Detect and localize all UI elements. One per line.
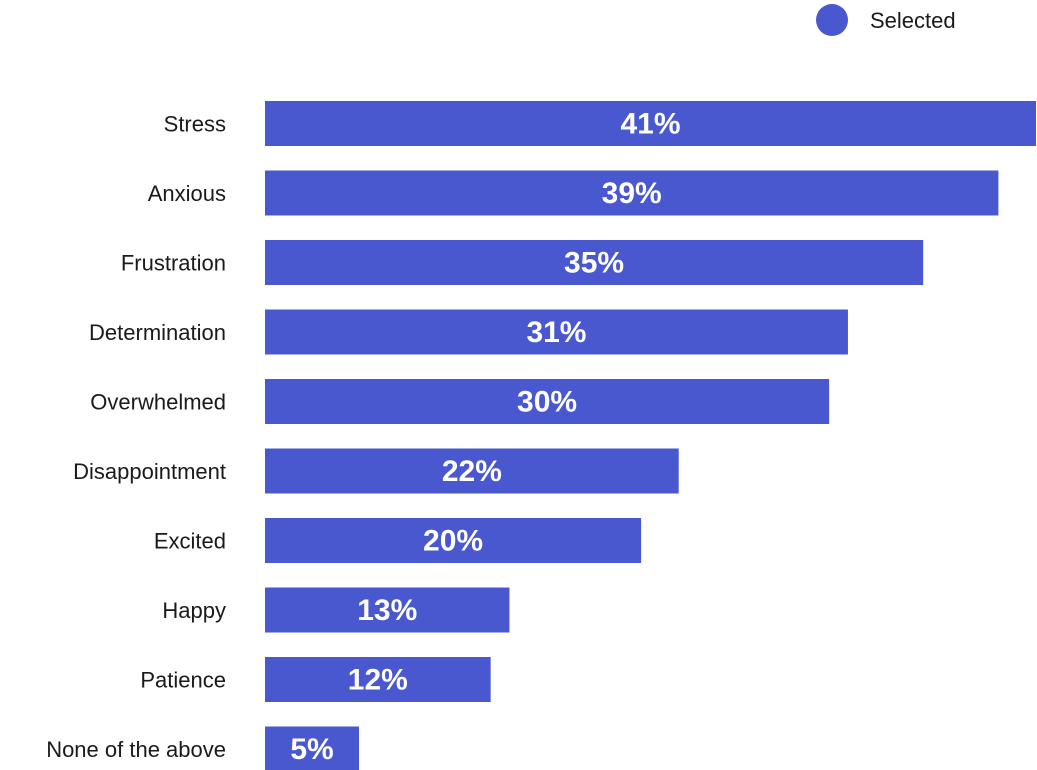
bar-excited xyxy=(265,518,642,563)
legend: Selected xyxy=(816,4,956,36)
category-label: Overwhelmed xyxy=(90,390,226,415)
category-label: Disappointment xyxy=(73,459,226,484)
value-label: 35% xyxy=(564,247,624,280)
legend-swatch-selected xyxy=(816,4,848,36)
category-label: Stress xyxy=(164,112,226,137)
category-labels: Stress Anxious Frustration Determination Ove… xyxy=(46,112,226,763)
bar-anxious xyxy=(265,170,999,216)
category-label: Determination xyxy=(89,320,226,345)
value-label: 41% xyxy=(620,108,680,141)
bar-none-of-the-above xyxy=(265,726,360,770)
bars xyxy=(265,101,1036,770)
value-label: 22% xyxy=(442,455,502,488)
bar-patience xyxy=(265,657,491,702)
value-label: 39% xyxy=(602,177,662,210)
category-label: Happy xyxy=(162,598,226,623)
category-label: None of the above xyxy=(46,737,226,762)
category-label: Frustration xyxy=(121,251,226,276)
category-label: Excited xyxy=(154,529,226,554)
value-label: 20% xyxy=(423,525,483,558)
legend-label-selected: Selected xyxy=(870,8,956,33)
bar-frustration xyxy=(265,240,924,285)
value-label: 31% xyxy=(526,316,586,349)
category-label: Patience xyxy=(140,668,226,693)
bar-disappointment xyxy=(265,448,679,494)
category-label: Anxious xyxy=(148,181,226,206)
bar-happy xyxy=(265,587,510,633)
bar-determination xyxy=(265,309,848,355)
value-label: 5% xyxy=(290,733,333,766)
value-labels: 41% 39% 35% 31% 30% 22% 20% 13% 12% 5% xyxy=(290,108,680,767)
value-label: 30% xyxy=(517,386,577,419)
value-label: 13% xyxy=(357,594,417,627)
bar-stress xyxy=(265,101,1036,146)
value-label: 12% xyxy=(348,664,408,697)
bar-overwhelmed xyxy=(265,379,830,424)
